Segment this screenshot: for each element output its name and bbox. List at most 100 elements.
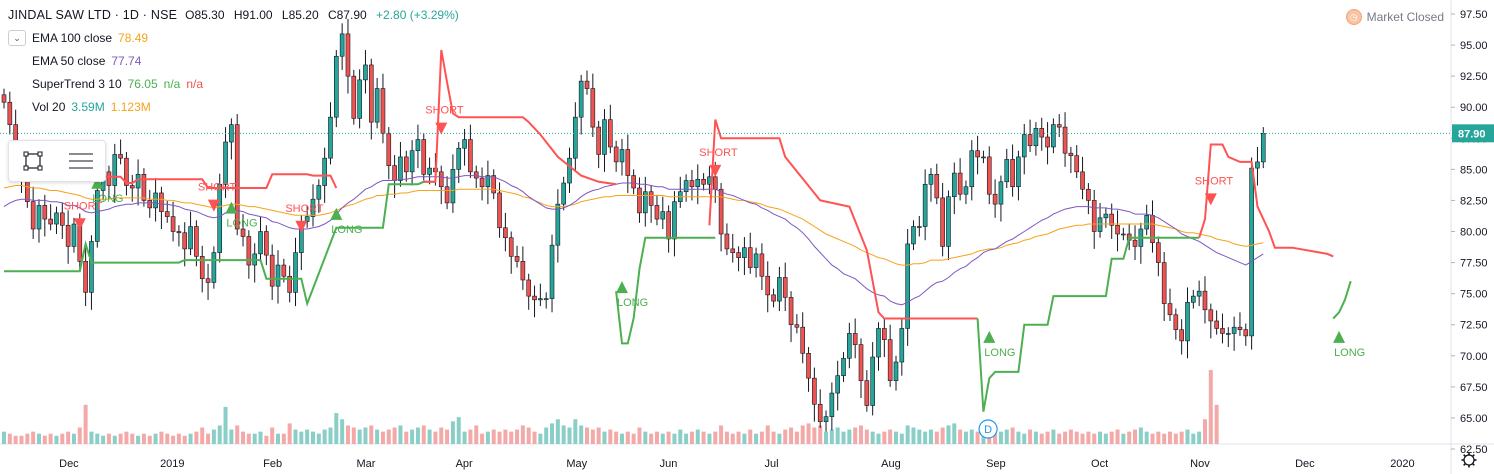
open-value: O85.30 [185, 8, 225, 22]
candle [829, 382, 835, 431]
candle [1243, 323, 1249, 346]
volume-bar [1144, 431, 1149, 444]
indicator-supertrend[interactable]: SuperTrend 3 10 76.05 n/a n/a [32, 74, 465, 93]
volume-bar [410, 429, 415, 444]
candle-body [1249, 167, 1254, 337]
candle [759, 243, 765, 290]
candle-body [147, 200, 153, 209]
candle-body [83, 261, 88, 293]
candle [1161, 252, 1167, 321]
candle-body [555, 203, 561, 246]
candle-body [450, 169, 456, 204]
collapse-chevron-icon[interactable]: ⌄ [8, 29, 26, 46]
candle [1091, 189, 1097, 249]
indicator-ema100[interactable]: ⌄ EMA 100 close 78.49 [8, 28, 465, 47]
indicator-volume[interactable]: Vol 20 3.59M 1.123M [32, 97, 465, 116]
volume-bar [1098, 431, 1103, 444]
select-tool-button[interactable] [9, 141, 57, 181]
candle-body [409, 150, 415, 173]
candle [403, 150, 409, 182]
candle [1185, 287, 1190, 359]
volume-bar [1214, 404, 1219, 444]
candle [852, 318, 858, 359]
candle [922, 169, 928, 241]
volume-bar [835, 427, 840, 444]
volume-bar [899, 433, 904, 444]
volume-bar [293, 429, 298, 444]
square-select-icon [23, 151, 43, 171]
price-tick-label: 70.00 [1460, 351, 1488, 363]
candle [514, 245, 520, 268]
volume-bar [13, 435, 18, 444]
volume-bar [112, 435, 117, 444]
candle [1074, 145, 1080, 179]
time-tick-label: Jun [660, 458, 678, 470]
candle [83, 246, 88, 307]
candle [654, 194, 660, 226]
candle-body [584, 80, 590, 89]
candle-body [631, 175, 636, 189]
volume-bar [369, 425, 374, 444]
volume-bar [625, 431, 630, 444]
volume-bar [765, 425, 770, 444]
lines-tool-button[interactable] [57, 141, 105, 181]
candle [526, 273, 532, 310]
candle-body [549, 244, 555, 299]
candle-body [759, 253, 765, 277]
candle-body [765, 275, 771, 296]
candle-body [345, 33, 351, 77]
candle-body [1086, 188, 1091, 201]
candle-body [1010, 159, 1015, 188]
candle-body [310, 198, 316, 217]
signal-label: LONG [331, 224, 362, 236]
volume-bar [1202, 419, 1207, 444]
arrow-up-icon [330, 207, 343, 220]
candle [234, 114, 240, 236]
candle-body [1202, 290, 1208, 311]
volume-bar [491, 429, 496, 444]
volume-bar [555, 419, 560, 444]
candle-body [1045, 136, 1050, 148]
volume-bar [567, 427, 572, 444]
volume-bar [695, 429, 700, 444]
candle [374, 78, 380, 129]
volume-bar [660, 433, 665, 444]
indicator-value: 3.59M [71, 99, 105, 114]
market-status[interactable]: ◷ Market Closed [1345, 9, 1444, 25]
volume-bar [147, 435, 152, 444]
signal-label: LONG [1334, 347, 1365, 359]
candle-body [264, 231, 269, 256]
price-tick-label: 92.50 [1460, 71, 1488, 83]
candle-body [800, 326, 806, 354]
symbol-title[interactable]: JINDAL SAW LTD · 1D · NSE [8, 8, 178, 22]
candle [194, 220, 199, 267]
volume-bar [89, 431, 94, 444]
indicator-value: 77.74 [111, 53, 142, 68]
volume-bar [684, 433, 689, 444]
volume-bar [153, 433, 158, 444]
candle [368, 58, 374, 140]
candle [905, 229, 910, 346]
volume-bar [287, 423, 292, 444]
candle [747, 232, 753, 274]
volume-bar [870, 431, 875, 444]
volume-bar [42, 435, 47, 444]
candle [304, 206, 310, 228]
candle-body [1255, 161, 1260, 169]
candle-body [1208, 309, 1214, 322]
candle [176, 225, 182, 247]
volume-bar [515, 429, 520, 444]
candle [549, 234, 555, 313]
indicator-ema50[interactable]: EMA 50 close 77.74 [32, 51, 465, 70]
candle [1045, 122, 1050, 165]
volume-bar [223, 406, 228, 444]
volume-bar [654, 431, 659, 444]
candle-body [847, 333, 852, 359]
candle-body [368, 64, 374, 123]
volume-bar [66, 431, 71, 444]
candle [1051, 118, 1056, 154]
volume-bar [1051, 429, 1056, 444]
candle [858, 338, 864, 399]
volume-bar [876, 433, 881, 444]
